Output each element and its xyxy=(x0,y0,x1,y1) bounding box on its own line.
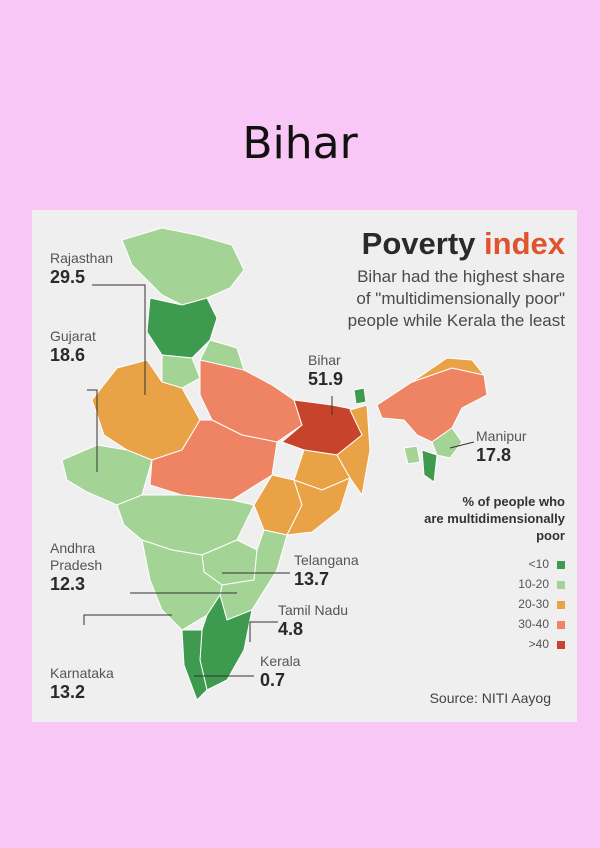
label-gujarat: Gujarat 18.6 xyxy=(50,328,96,366)
leader-karnataka xyxy=(83,614,172,625)
leader-gujarat xyxy=(87,389,98,472)
label-name: Bihar xyxy=(308,352,341,368)
region-arunachal xyxy=(411,357,486,383)
label-tamil-nadu: Tamil Nadu 4.8 xyxy=(278,602,348,640)
label-value: 12.3 xyxy=(50,574,86,594)
legend-swatch xyxy=(557,560,565,569)
label-name: Rajasthan xyxy=(50,250,114,266)
region-jammu-kashmir xyxy=(121,227,245,306)
legend-title-line: poor xyxy=(536,528,565,543)
label-value: 13.7 xyxy=(294,569,330,589)
label-value: 13.2 xyxy=(50,682,86,702)
legend-swatch xyxy=(557,600,565,609)
label-name: Karnataka xyxy=(50,665,114,681)
region-odisha xyxy=(286,477,351,536)
title-part-index: index xyxy=(484,226,565,261)
label-value: 29.5 xyxy=(50,267,86,287)
legend-swatch xyxy=(557,620,565,629)
legend-item-label: 20-30 xyxy=(518,597,549,611)
title-part-poverty: Poverty xyxy=(361,226,476,261)
legend-title-line: % of people who xyxy=(462,494,565,509)
label-name: Kerala xyxy=(260,653,301,669)
region-west-bengal xyxy=(336,404,371,497)
label-name: Manipur xyxy=(476,428,527,444)
region-tripura xyxy=(403,445,421,465)
subtitle-line: of "multidimensionally poor" xyxy=(356,289,565,308)
legend-item: >40 xyxy=(375,634,565,654)
label-value: 51.9 xyxy=(308,369,344,389)
leader-rajasthan xyxy=(92,284,146,395)
label-name: Gujarat xyxy=(50,328,96,344)
region-northeast xyxy=(376,367,488,443)
legend-title-line: are multidimensionally xyxy=(424,511,565,526)
region-mizoram xyxy=(421,449,438,483)
subtitle-line: people while Kerala the least xyxy=(347,311,565,330)
india-map xyxy=(61,227,488,701)
label-telangana: Telangana 13.7 xyxy=(294,552,359,590)
map-legend: % of people who are multidimensionally p… xyxy=(375,493,565,654)
label-manipur: Manipur 17.8 xyxy=(476,428,527,466)
label-kerala: Kerala 0.7 xyxy=(260,653,300,691)
legend-item: 10-20 xyxy=(375,574,565,594)
label-name-line: Andhra xyxy=(50,540,96,556)
subtitle-line: Bihar had the highest share xyxy=(357,267,565,286)
region-manipur xyxy=(431,427,463,459)
region-kerala xyxy=(181,629,208,701)
legend-item-label: <10 xyxy=(528,557,549,571)
legend-swatch xyxy=(557,640,565,649)
infographic-title: Poverty index xyxy=(362,226,565,262)
page-title: Bihar xyxy=(242,118,358,169)
label-value: 17.8 xyxy=(476,445,512,465)
label-bihar: Bihar 51.9 xyxy=(308,352,343,390)
label-name: Tamil Nadu xyxy=(278,602,349,618)
legend-swatch xyxy=(557,580,565,589)
label-andhra-pradesh: Andhra Pradesh 12.3 xyxy=(50,540,102,595)
region-haryana xyxy=(161,354,201,389)
region-sikkim xyxy=(353,387,367,405)
leader-tamil-nadu xyxy=(249,621,278,642)
label-name-line: Pradesh xyxy=(50,557,103,573)
legend-item-label: >40 xyxy=(528,637,549,651)
label-rajasthan: Rajasthan 29.5 xyxy=(50,250,113,288)
label-value: 4.8 xyxy=(278,619,304,639)
label-karnataka: Karnataka 13.2 xyxy=(50,665,114,703)
infographic-subtitle: Bihar had the highest share of "multidim… xyxy=(265,266,565,332)
legend-item: 20-30 xyxy=(375,594,565,614)
label-value: 18.6 xyxy=(50,345,86,365)
source-credit: Source: NITI Aayog xyxy=(429,690,551,706)
label-name: Telangana xyxy=(294,552,359,568)
poverty-index-infographic: Poverty index Bihar had the highest shar… xyxy=(32,210,577,722)
label-value: 0.7 xyxy=(260,670,286,690)
region-madhya-pradesh xyxy=(149,419,278,501)
leader-lines xyxy=(83,284,475,677)
legend-item: <10 xyxy=(375,554,565,574)
legend-item-label: 30-40 xyxy=(518,617,549,631)
leader-manipur xyxy=(449,441,475,449)
region-uttar-pradesh xyxy=(199,359,303,443)
legend-item-label: 10-20 xyxy=(518,577,549,591)
legend-item: 30-40 xyxy=(375,614,565,634)
legend-items: <10 10-20 20-30 30-40 >40 xyxy=(375,554,565,654)
